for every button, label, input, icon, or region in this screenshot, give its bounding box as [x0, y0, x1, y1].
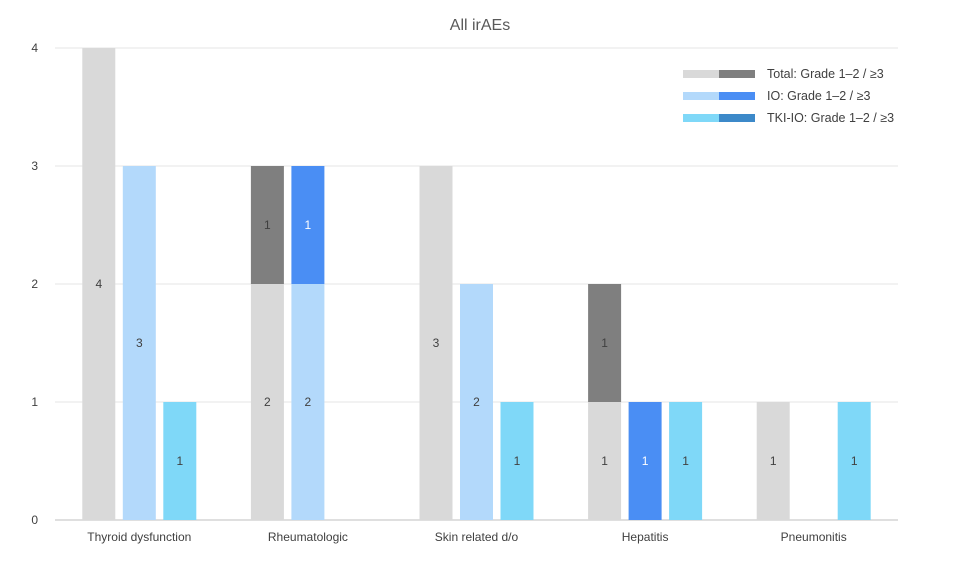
legend-entry: Total: Grade 1–2 / ≥3 — [767, 67, 884, 81]
data-label: 2 — [473, 395, 480, 409]
data-label: 1 — [851, 454, 858, 468]
bar-grade-3-plus — [588, 284, 622, 402]
bar-grade-1-2 — [122, 166, 156, 520]
y-tick-label: 0 — [31, 513, 38, 527]
y-tick-label: 2 — [31, 277, 38, 291]
data-label: 2 — [264, 395, 271, 409]
legend-swatch-grade-1-2 — [683, 114, 719, 122]
legend: Total: Grade 1–2 / ≥3 IO: Grade 1–2 / ≥3 T… — [683, 67, 894, 125]
data-label: 3 — [136, 336, 143, 350]
bar-grade-1-2 — [419, 166, 453, 520]
y-axis: 0 1 2 3 4 — [31, 41, 38, 527]
category-label: Thyroid dysfunction — [87, 530, 191, 544]
bar-grade-3-plus — [291, 166, 325, 284]
data-label: 1 — [264, 218, 271, 232]
bar-grade-1-2 — [669, 402, 703, 520]
data-label: 1 — [176, 454, 183, 468]
data-label: 3 — [433, 336, 440, 350]
legend-entry: IO: Grade 1–2 / ≥3 — [767, 89, 870, 103]
bar-grade-1-2 — [163, 402, 197, 520]
category-label: Pneumonitis — [781, 530, 847, 544]
bar-grade-3-plus — [250, 166, 284, 284]
data-label: 1 — [305, 218, 312, 232]
category-label: Skin related d/o — [435, 530, 519, 544]
data-label: 1 — [642, 454, 649, 468]
x-axis: Thyroid dysfunction Rheumatologic Skin rel… — [87, 530, 846, 544]
data-label: 1 — [601, 336, 608, 350]
bar-grade-1-2 — [588, 402, 622, 520]
legend-swatch-grade-1-2 — [683, 92, 719, 100]
bar-grade-1-2 — [82, 48, 116, 520]
bar-grade-1-2 — [837, 402, 871, 520]
bar-grade-1-2 — [756, 402, 790, 520]
legend-swatch-grade-1-2 — [683, 70, 719, 78]
y-tick-label: 4 — [31, 41, 38, 55]
data-label: 2 — [305, 395, 312, 409]
y-tick-label: 1 — [31, 395, 38, 409]
legend-swatch-grade-3-plus — [719, 114, 755, 122]
bar-grade-1-2 — [250, 284, 284, 520]
data-label: 4 — [95, 277, 102, 291]
bars: 4 3 1 2 1 2 1 3 2 1 1 1 1 1 1 1 — [82, 48, 871, 520]
data-label: 1 — [682, 454, 689, 468]
data-label: 1 — [514, 454, 521, 468]
bar-grade-1-2 — [291, 284, 325, 520]
y-tick-label: 3 — [31, 159, 38, 173]
legend-entry: TKI-IO: Grade 1–2 / ≥3 — [767, 111, 894, 125]
chart-title: All irAEs — [450, 17, 510, 34]
category-label: Rheumatologic — [268, 530, 348, 544]
legend-swatch-grade-3-plus — [719, 70, 755, 78]
category-label: Hepatitis — [622, 530, 669, 544]
bar-grade-3-plus — [628, 402, 662, 520]
legend-swatch-grade-3-plus — [719, 92, 755, 100]
bar-grade-1-2 — [500, 402, 534, 520]
data-label: 1 — [770, 454, 777, 468]
bar-grade-1-2 — [460, 284, 493, 520]
data-label: 1 — [601, 454, 608, 468]
